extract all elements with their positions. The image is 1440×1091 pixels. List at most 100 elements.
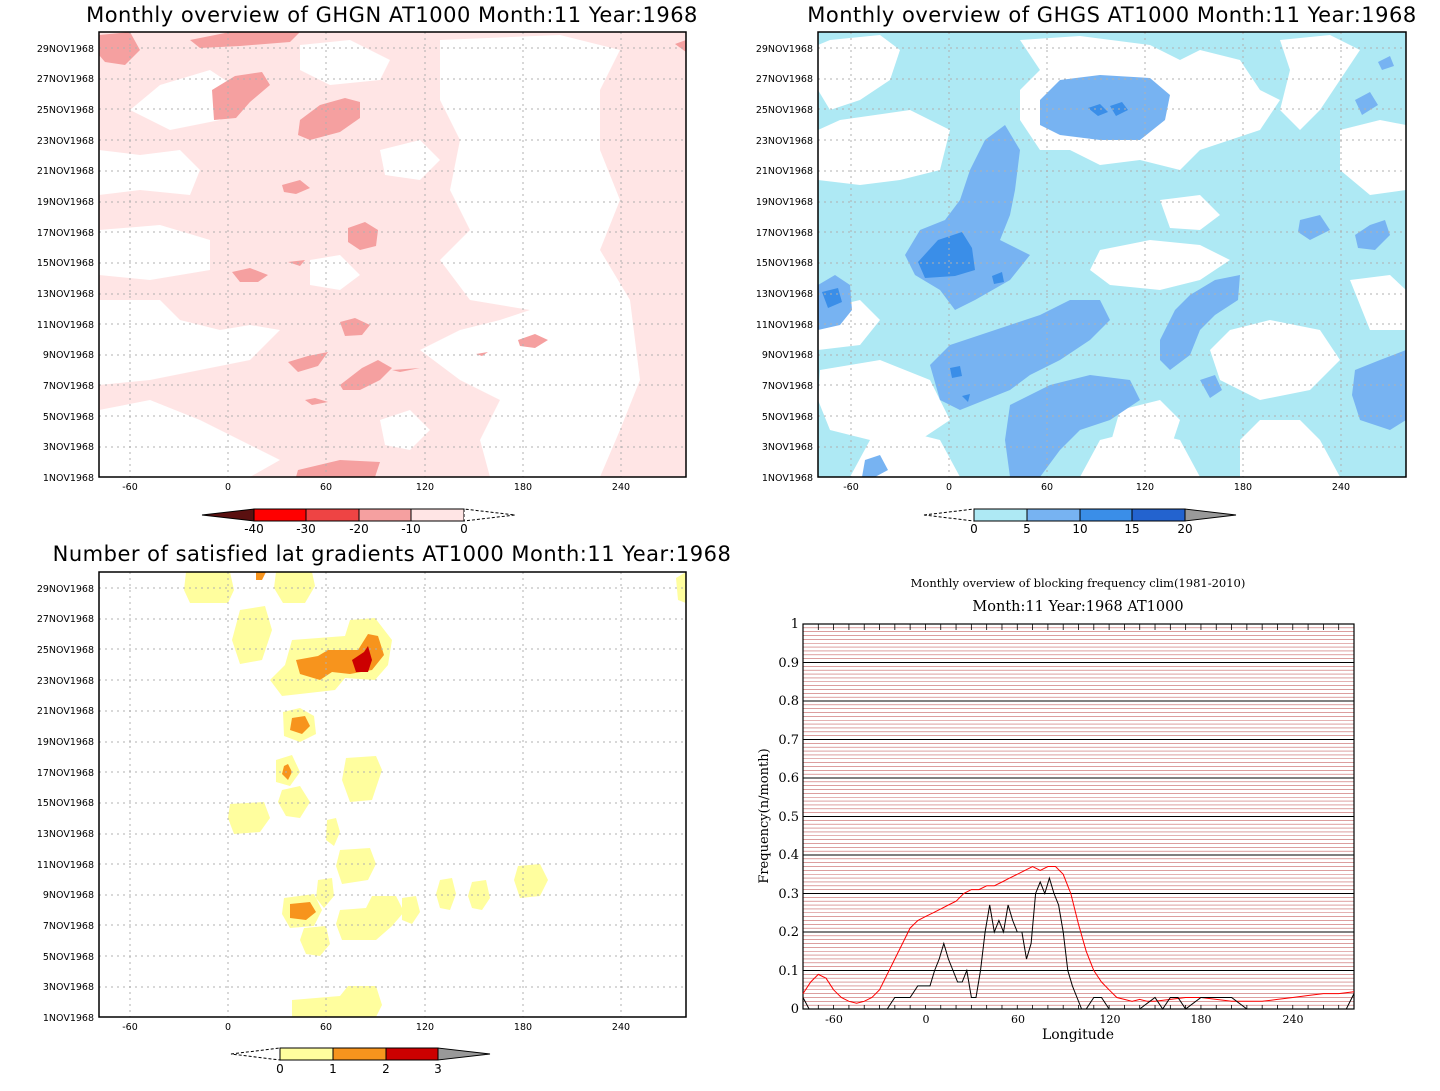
- line-y-tick-label: 1: [791, 617, 799, 632]
- ghgs-y-tick-label: 13NOV1968: [756, 289, 813, 300]
- ghgn-colorbar-swatch: [410, 508, 465, 522]
- ghgs-x-ticks: -60 0 60 120 180 240: [843, 482, 1350, 493]
- gradients-band-2-3: [352, 646, 372, 672]
- gradients-cell: [336, 848, 376, 884]
- line-chart-grid: [802, 624, 1355, 1009]
- gradients-y-tick-label: 21NOV1968: [37, 706, 94, 717]
- line-chart-y-axis-label: Frequency(n/month): [757, 748, 772, 883]
- ghgn-fill-band-10: [282, 180, 310, 194]
- ghgs-white-region: [1280, 35, 1360, 130]
- ghgs-fill-band-5: [862, 455, 888, 477]
- ghgs-colorbar-label: 0: [970, 522, 978, 536]
- line-chart-series: [802, 865, 1355, 1010]
- ghgn-white-region: [300, 40, 390, 85]
- gradients-cell: [228, 802, 270, 834]
- ghgs-y-tick-label: 1NOV1968: [762, 473, 813, 484]
- line-y-tick-label: 0.1: [778, 964, 799, 979]
- ghgs-plot-frame: [817, 31, 1407, 478]
- gradients-y-tick-label: 5NOV1968: [43, 952, 94, 963]
- ghgs-y-tick-label: 23NOV1968: [756, 136, 813, 147]
- gradients-cell: [290, 902, 316, 920]
- ghgs-white-region: [1350, 275, 1406, 330]
- ghgn-white-region: [420, 35, 640, 477]
- ghgn-colorbar-over-triangle: [463, 508, 516, 522]
- ghgn-panel: Monthly overview of GHGN AT1000 Month:11…: [37, 3, 698, 536]
- ghgn-white-region: [99, 150, 200, 195]
- ghgs-x-tick-label: 0: [946, 482, 952, 493]
- ghgs-colorbar-labels: 0 5 10 15 20: [970, 522, 1192, 536]
- line-x-tick-label: 120: [1100, 1013, 1121, 1026]
- gradients-cell: [342, 756, 382, 802]
- gradients-y-tick-label: 19NOV1968: [37, 737, 94, 748]
- ghgs-colorbar-swatch: [973, 508, 1028, 522]
- ghgn-fill-band-10: [340, 360, 392, 390]
- line-y-tick-label: 0: [791, 1002, 799, 1017]
- ghgn-x-ticks: -60 0 60 120 180 240: [122, 482, 630, 493]
- ghgn-colorbar-under-triangle: [201, 508, 255, 522]
- ghgs-fill-band-5: [1200, 375, 1222, 398]
- ghgn-x-tick-label: -60: [122, 482, 138, 493]
- gradients-x-tick-label: 180: [514, 1022, 532, 1033]
- ghgs-fill-band-5: [1005, 375, 1140, 477]
- ghgs-fill-band-5: [1355, 220, 1390, 250]
- ghgs-fill-band-5: [1298, 215, 1330, 240]
- ghgs-y-tick-label: 19NOV1968: [756, 197, 813, 208]
- ghgs-fill-band-5: [1040, 75, 1170, 140]
- ghgn-contour-field: [99, 32, 686, 477]
- ghgn-fill-band-10: [298, 98, 360, 140]
- gradients-cell: [292, 986, 382, 1017]
- ghgs-white-region: [1340, 120, 1406, 195]
- gradients-y-tick-label: 15NOV1968: [37, 798, 94, 809]
- ghgs-y-tick-label: 9NOV1968: [762, 350, 813, 361]
- ghgs-x-tick-label: 180: [1234, 482, 1252, 493]
- ghgs-y-tick-label: 25NOV1968: [756, 105, 813, 116]
- ghgn-y-tick-label: 19NOV1968: [37, 197, 94, 208]
- gradients-cell: [274, 572, 315, 603]
- ghgs-x-tick-label: 120: [1136, 482, 1154, 493]
- gradients-cell: [300, 926, 330, 956]
- ghgs-colorbar-over-triangle: [1184, 508, 1237, 522]
- ghgs-gridlines: [818, 32, 1406, 477]
- line-chart-title: Monthly overview of blocking frequency c…: [911, 576, 1246, 590]
- gradients-colorbar-under-triangle: [230, 1047, 281, 1061]
- gradients-y-tick-label: 27NOV1968: [37, 614, 94, 625]
- ghgn-fill-band-10: [288, 260, 305, 266]
- gradients-x-tick-label: 120: [416, 1022, 434, 1033]
- gradients-x-tick-label: 60: [320, 1022, 332, 1033]
- ghgs-white-region: [818, 35, 900, 110]
- gradients-y-ticks: 1NOV1968 3NOV1968 5NOV1968 7NOV1968 9NOV…: [37, 584, 94, 1024]
- gradients-plot-frame: [98, 571, 687, 1018]
- ghgn-y-tick-label: 13NOV1968: [37, 289, 94, 300]
- ghgs-colorbar-under-triangle: [923, 508, 975, 522]
- ghgn-y-tick-label: 11NOV1968: [37, 320, 94, 331]
- ghgs-colorbar-label: 10: [1072, 522, 1087, 536]
- gradients-cell: [326, 818, 340, 846]
- ghgs-y-tick-label: 5NOV1968: [762, 412, 813, 423]
- ghgs-fill-band-5: [1352, 350, 1406, 430]
- ghgn-y-tick-label: 1NOV1968: [43, 473, 94, 484]
- gradients-x-tick-label: -60: [122, 1022, 138, 1033]
- ghgn-colorbar-label: -30: [296, 522, 316, 536]
- line-x-tick-label: 180: [1191, 1013, 1212, 1026]
- gradients-cell: [278, 786, 310, 818]
- ghgs-colorbar: [923, 508, 1237, 522]
- gradients-colorbar-labels: 0 1 2 3: [276, 1062, 442, 1076]
- ghgn-white-region: [130, 70, 240, 130]
- gradients-colorbar-label: 0: [276, 1062, 284, 1076]
- ghgn-y-tick-label: 15NOV1968: [37, 258, 94, 269]
- ghgn-colorbar-swatch: [305, 508, 360, 522]
- gradients-cell: [316, 878, 334, 908]
- ghgs-fill-band-5: [1160, 275, 1240, 370]
- observed-series-line: [802, 876, 1355, 1010]
- ghgn-white-region: [99, 400, 280, 477]
- line-y-tick-label: 0.6: [778, 771, 799, 786]
- ghgs-white-region: [1160, 195, 1220, 230]
- gradients-gridlines: [99, 572, 686, 1017]
- ghgs-fill-band-10: [822, 288, 842, 308]
- ghgn-fill-band-10: [340, 318, 370, 336]
- ghgs-fill-band-10: [992, 272, 1004, 284]
- gradients-colorbar-swatch: [385, 1047, 439, 1061]
- gradients-colorbar-swatch: [279, 1047, 334, 1061]
- ghgs-y-ticks: 1NOV1968 3NOV1968 5NOV1968 7NOV1968 9NOV…: [756, 44, 813, 484]
